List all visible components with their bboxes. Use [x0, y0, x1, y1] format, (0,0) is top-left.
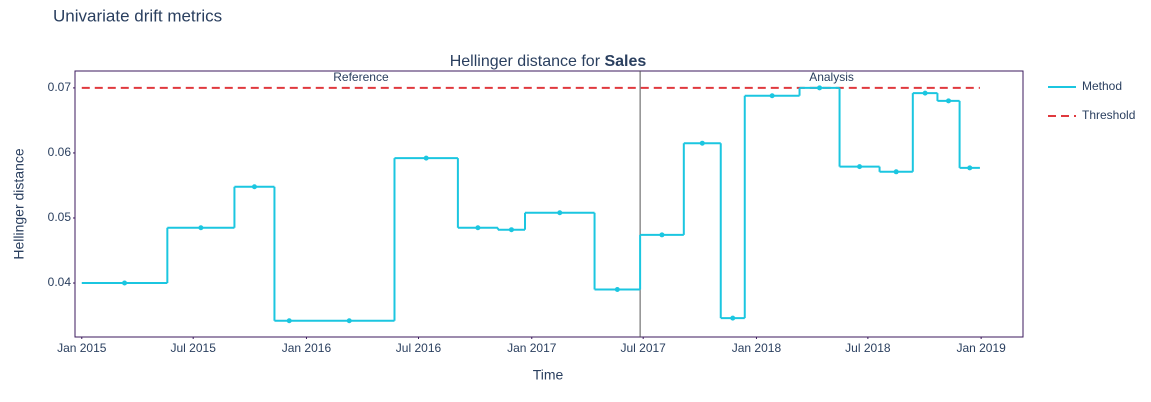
- chart-title: Univariate drift metrics: [53, 6, 222, 25]
- marker: [817, 85, 823, 91]
- plot-frame: [74, 70, 1024, 338]
- x-tick-label: Jan 2019: [956, 341, 1006, 355]
- y-tick-label: 0.04: [48, 275, 72, 289]
- marker: [122, 280, 128, 286]
- y-axis-label: Hellinger distance: [11, 148, 27, 259]
- x-tick-label: Jan 2016: [282, 341, 332, 355]
- subtitle: Hellinger distance for Sales: [450, 53, 647, 70]
- marker: [946, 98, 952, 104]
- marker: [659, 232, 665, 238]
- marker: [475, 225, 481, 231]
- x-tick-label: Jul 2015: [171, 341, 217, 355]
- subtitle-bold: Sales: [604, 53, 646, 70]
- period-label: Analysis: [809, 70, 854, 84]
- marker: [346, 318, 352, 324]
- x-tick-label: Jan 2015: [57, 341, 107, 355]
- x-tick-label: Jul 2018: [845, 341, 891, 355]
- legend-label: Threshold: [1082, 108, 1135, 122]
- marker: [699, 140, 705, 146]
- period-label: Reference: [333, 70, 389, 84]
- marker: [730, 315, 736, 321]
- marker: [893, 169, 899, 175]
- x-tick-label: Jan 2018: [732, 341, 782, 355]
- x-axis-label: Time: [533, 367, 564, 383]
- x-tick-label: Jul 2016: [396, 341, 442, 355]
- marker: [614, 287, 620, 293]
- y-tick-label: 0.05: [48, 210, 72, 224]
- marker: [769, 93, 775, 99]
- subtitle-text: Hellinger distance for: [450, 53, 601, 70]
- y-tick-label: 0.06: [48, 145, 72, 159]
- y-tick-label: 0.07: [48, 80, 72, 94]
- x-tick-label: Jul 2017: [620, 341, 666, 355]
- marker: [557, 210, 563, 216]
- legend-label: Method: [1082, 79, 1122, 93]
- marker: [857, 164, 863, 170]
- marker: [967, 165, 973, 171]
- marker: [251, 184, 257, 190]
- x-tick-label: Jan 2017: [507, 341, 557, 355]
- marker: [198, 225, 204, 231]
- marker: [423, 155, 429, 161]
- marker: [922, 90, 928, 96]
- marker: [508, 227, 514, 233]
- marker: [286, 318, 292, 324]
